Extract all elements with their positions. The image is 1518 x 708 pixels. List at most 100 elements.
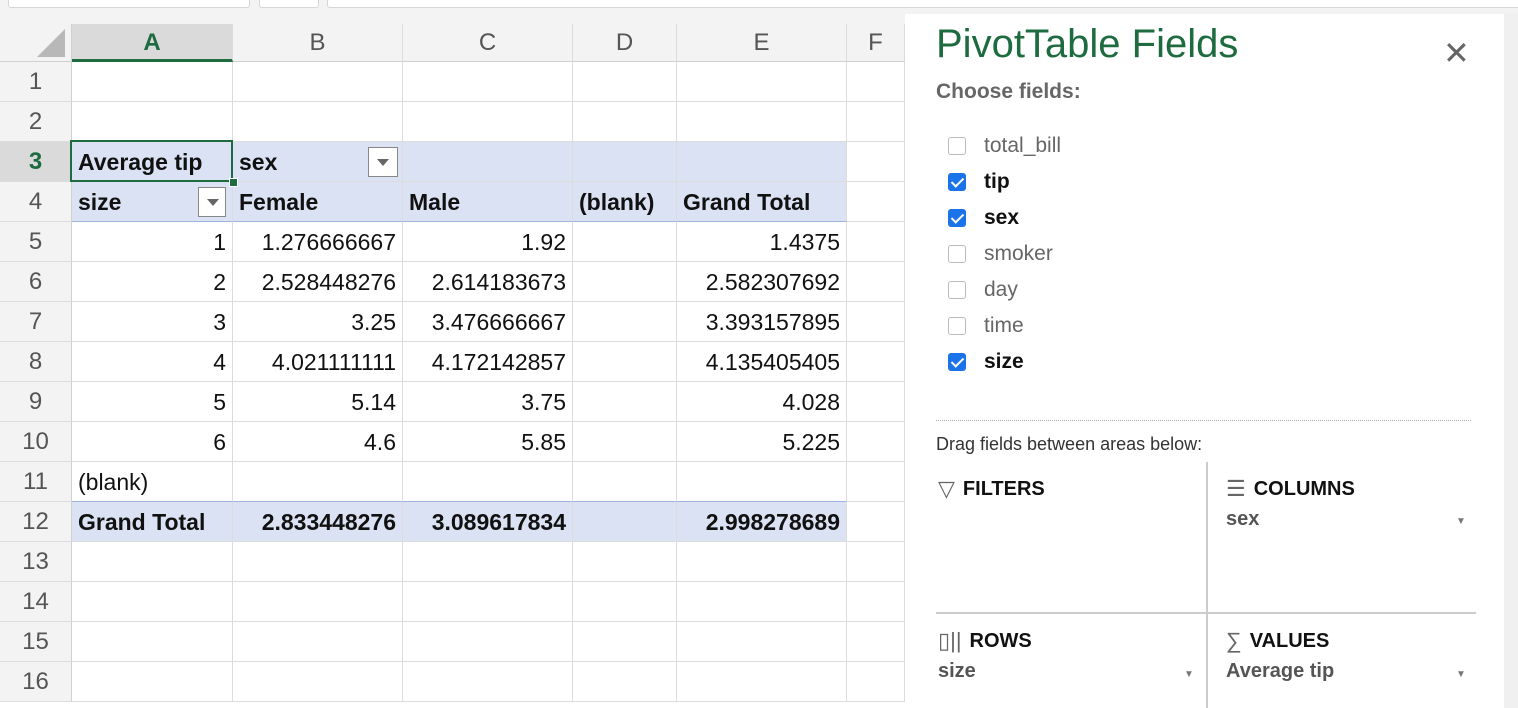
- cell[interactable]: [403, 662, 573, 702]
- cell[interactable]: [677, 662, 847, 702]
- rows-field-size[interactable]: size: [938, 660, 976, 682]
- row-header-16[interactable]: 16: [0, 662, 72, 702]
- cell[interactable]: [573, 542, 677, 582]
- row-header-8[interactable]: 8: [0, 342, 72, 382]
- rows-area[interactable]: ▯|| ROWS: [938, 628, 1032, 654]
- pivot-row-label[interactable]: 3: [72, 302, 233, 342]
- sex-filter-dropdown[interactable]: [368, 147, 398, 177]
- row-header-6[interactable]: 6: [0, 262, 72, 302]
- checkbox[interactable]: [948, 317, 966, 335]
- cell[interactable]: [677, 582, 847, 622]
- field-size[interactable]: size: [948, 348, 1024, 376]
- column-header-a[interactable]: A: [72, 24, 233, 62]
- pivot-value-cell[interactable]: 1.92: [403, 222, 573, 262]
- row-header-3[interactable]: 3: [0, 142, 72, 182]
- checkbox[interactable]: [948, 353, 966, 371]
- pivot-value-cell[interactable]: 1.276666667: [233, 222, 403, 262]
- pivot-value-cell[interactable]: 4.172142857: [403, 342, 573, 382]
- cell[interactable]: [233, 582, 403, 622]
- cell[interactable]: [847, 62, 905, 102]
- cell[interactable]: [72, 622, 233, 662]
- pivot-value-cell[interactable]: [573, 382, 677, 422]
- pivot-value-cell[interactable]: 2.614183673: [403, 262, 573, 302]
- columns-area[interactable]: ☰ COLUMNS: [1226, 476, 1355, 502]
- pivot-value-label[interactable]: Average tip: [72, 142, 233, 182]
- cell[interactable]: [847, 182, 905, 222]
- cell[interactable]: [847, 622, 905, 662]
- field-smoker[interactable]: smoker: [948, 240, 1053, 268]
- row-header-4[interactable]: 4: [0, 182, 72, 222]
- grand-total-cell[interactable]: 3.089617834: [403, 502, 573, 542]
- cell[interactable]: [847, 422, 905, 462]
- chevron-down-icon[interactable]: ▼: [1456, 516, 1466, 527]
- row-header-1[interactable]: 1: [0, 62, 72, 102]
- pivot-value-cell[interactable]: 3.75: [403, 382, 573, 422]
- column-header-c[interactable]: C: [403, 24, 573, 62]
- column-header-b[interactable]: B: [233, 24, 403, 62]
- cell[interactable]: [847, 102, 905, 142]
- grand-total-cell[interactable]: 2.998278689: [677, 502, 847, 542]
- cell[interactable]: [677, 542, 847, 582]
- pivot-value-cell[interactable]: 3.393157895: [677, 302, 847, 342]
- values-area[interactable]: ∑ VALUES: [1226, 628, 1329, 654]
- cell[interactable]: [403, 142, 573, 182]
- pivot-value-cell[interactable]: [573, 342, 677, 382]
- cell[interactable]: [573, 102, 677, 142]
- cell[interactable]: [573, 142, 677, 182]
- pivot-row-label[interactable]: 6: [72, 422, 233, 462]
- grand-total-cell[interactable]: 2.833448276: [233, 502, 403, 542]
- cell[interactable]: [72, 542, 233, 582]
- pivot-value-cell[interactable]: 4.021111111: [233, 342, 403, 382]
- cell[interactable]: [847, 462, 905, 502]
- column-header-f[interactable]: F: [847, 24, 905, 62]
- row-header-14[interactable]: 14: [0, 582, 72, 622]
- pivot-value-cell[interactable]: [573, 222, 677, 262]
- chevron-down-icon[interactable]: ▼: [1456, 669, 1466, 680]
- chevron-down-icon[interactable]: ▼: [1184, 669, 1194, 680]
- cell[interactable]: [677, 622, 847, 662]
- row-header-5[interactable]: 5: [0, 222, 72, 262]
- pivot-value-cell[interactable]: [573, 302, 677, 342]
- grand-total-cell[interactable]: [573, 502, 677, 542]
- row-header-12[interactable]: 12: [0, 502, 72, 542]
- field-sex[interactable]: sex: [948, 204, 1019, 232]
- pivot-value-cell[interactable]: 4.6: [233, 422, 403, 462]
- cell[interactable]: [573, 462, 677, 502]
- pivot-value-cell[interactable]: [573, 422, 677, 462]
- pivot-row-label[interactable]: 1: [72, 222, 233, 262]
- cell[interactable]: [677, 142, 847, 182]
- cell[interactable]: [573, 662, 677, 702]
- pivot-value-cell[interactable]: 4.028: [677, 382, 847, 422]
- cell[interactable]: [233, 102, 403, 142]
- field-time[interactable]: time: [948, 312, 1024, 340]
- columns-field-sex[interactable]: sex: [1226, 508, 1260, 530]
- pivot-value-cell[interactable]: 2.528448276: [233, 262, 403, 302]
- cell[interactable]: [233, 622, 403, 662]
- pivot-value-cell[interactable]: 4.135405405: [677, 342, 847, 382]
- field-total-bill[interactable]: total_bill: [948, 132, 1061, 160]
- pivot-row-label[interactable]: (blank): [72, 462, 233, 502]
- cell[interactable]: [233, 462, 403, 502]
- pivot-row-label[interactable]: 2: [72, 262, 233, 302]
- cell[interactable]: [847, 262, 905, 302]
- pivot-column-header[interactable]: (blank): [573, 182, 677, 222]
- values-field-average-tip[interactable]: Average tip: [1226, 660, 1335, 682]
- cell[interactable]: [72, 62, 233, 102]
- pivot-row-label[interactable]: 5: [72, 382, 233, 422]
- fill-handle[interactable]: [229, 178, 238, 187]
- pivot-value-cell[interactable]: 3.25: [233, 302, 403, 342]
- cell[interactable]: [403, 582, 573, 622]
- checkbox[interactable]: [948, 137, 966, 155]
- cell[interactable]: [573, 582, 677, 622]
- pivot-value-cell[interactable]: 5.14: [233, 382, 403, 422]
- spreadsheet-grid[interactable]: A B C D E F 1 2 3 Average tip sex 4 size Female Male (b…: [0, 24, 905, 708]
- cell[interactable]: [677, 462, 847, 502]
- cell[interactable]: [403, 542, 573, 582]
- cell[interactable]: [573, 622, 677, 662]
- cell[interactable]: [403, 102, 573, 142]
- cell[interactable]: [72, 102, 233, 142]
- cell[interactable]: [847, 142, 905, 182]
- field-day[interactable]: day: [948, 276, 1018, 304]
- cell[interactable]: [677, 102, 847, 142]
- pivot-column-header[interactable]: Female: [233, 182, 403, 222]
